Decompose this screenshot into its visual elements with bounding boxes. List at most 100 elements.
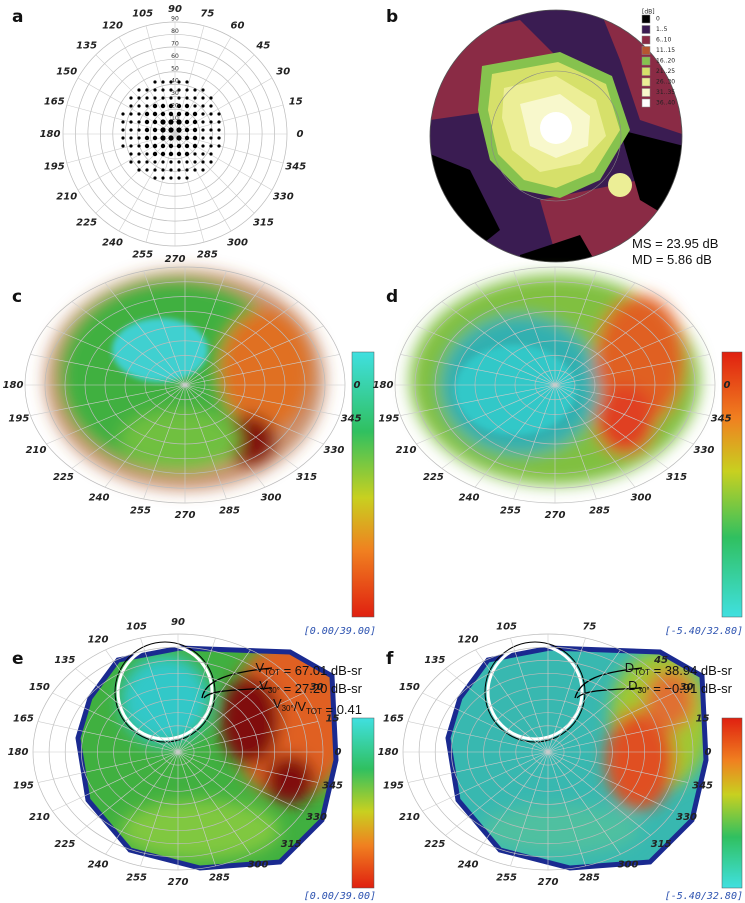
angle-label: 270 [168, 877, 189, 888]
angle-label: 330 [676, 812, 697, 823]
annotation-sub: TOT [306, 707, 322, 716]
angle-label: 195 [13, 781, 34, 792]
grid-spoke [140, 637, 179, 753]
angle-label: 90 [168, 4, 182, 15]
grid-spoke [46, 384, 186, 445]
angle-label: 225 [54, 839, 75, 850]
angle-label: 315 [666, 472, 687, 483]
angle-label: 210 [396, 445, 417, 456]
stimulus-dot [201, 104, 205, 108]
arrow [201, 667, 273, 699]
grid-spoke [177, 721, 319, 753]
range-label: [0.00/39.00] [304, 626, 376, 637]
stimulus-dot [153, 80, 157, 84]
stimulus-dot [185, 160, 189, 164]
annotation-text: V [273, 696, 282, 711]
angle-label: 120 [88, 634, 109, 645]
legend-swatch [641, 98, 651, 108]
legend-label: 0 [656, 16, 660, 23]
angle-label: 255 [132, 250, 153, 261]
angle-label: 330 [694, 445, 715, 456]
stimulus-dot [209, 104, 213, 108]
stimulus-dot [217, 112, 221, 116]
legend-swatch [641, 56, 651, 66]
stimulus-dot [137, 104, 141, 108]
stimulus-dot [192, 127, 198, 133]
stimulus-dot [160, 135, 166, 141]
angle-label: 195 [44, 161, 65, 172]
range-label: [-5.40/32.80] [665, 891, 743, 902]
stimulus-dot [192, 119, 198, 125]
hull [445, 645, 709, 871]
stimulus-dot [160, 151, 166, 157]
angle-label: 345 [322, 781, 343, 792]
stimulus-dot [129, 144, 133, 148]
stimulus-dot [168, 119, 174, 125]
angle-label: 315 [651, 839, 672, 850]
angle-label: 255 [126, 873, 147, 884]
annotation: DTOT = 38.94 dB-sr [625, 660, 733, 678]
stimulus-dot [137, 136, 141, 140]
stimulus-dot [209, 112, 213, 116]
stimulus-dot [209, 144, 213, 148]
stimulus-dot [137, 168, 141, 172]
grid-spoke [554, 384, 694, 445]
stimulus-dot [201, 152, 205, 156]
grid-spoke [422, 751, 549, 812]
stimulus-dot [121, 144, 125, 148]
grid-spoke [77, 77, 176, 135]
angle-label: 15 [289, 97, 303, 108]
angle-label: 180 [3, 380, 24, 391]
angle-label: 330 [324, 445, 345, 456]
stimulus-dot [121, 112, 125, 116]
stimulus-dot [184, 119, 190, 125]
stimulus-dot [168, 135, 174, 141]
grid-spoke [422, 692, 549, 753]
grid-spoke [145, 133, 176, 243]
angle-label: 210 [26, 445, 47, 456]
grid-spoke [46, 325, 186, 386]
stimulus-dot [217, 120, 221, 124]
stimulus-dot [192, 111, 198, 117]
annotation-sub: 30° [282, 704, 294, 713]
angle-label: 105 [496, 621, 517, 632]
grid-spoke [177, 751, 319, 783]
stimulus-dot [185, 96, 189, 100]
stimulus-dot [145, 96, 149, 100]
stimulus-dot [185, 88, 189, 92]
colorbar [721, 351, 743, 618]
stimulus-dot [144, 143, 150, 149]
annotation: V30°/VTOT = 0.41 [273, 696, 362, 717]
angle-label: 45 [255, 41, 270, 52]
stimulus-dot [153, 176, 157, 180]
angle-label: 285 [209, 873, 230, 884]
grid-spoke [174, 104, 284, 135]
stimulus-dot [137, 120, 141, 124]
heatmap-border [429, 9, 683, 263]
grid-spoke [400, 384, 556, 416]
stimulus-dot [201, 112, 205, 116]
angle-label: 240 [89, 493, 110, 504]
legend-label: 6..10 [656, 37, 671, 44]
stimulus-dot [184, 151, 190, 157]
stimulus-dot [209, 120, 213, 124]
grid-spoke [174, 25, 205, 135]
stimulus-dot [161, 168, 165, 172]
angle-label: 285 [219, 506, 240, 517]
angle-label: 345 [285, 161, 306, 172]
stimulus-dot [129, 128, 133, 132]
stimulus-dot [137, 96, 141, 100]
legend-swatch [641, 88, 651, 97]
stimulus-dot [201, 144, 205, 148]
angle-label: 120 [458, 634, 479, 645]
stimulus-dot [169, 88, 173, 92]
grid-spoke [184, 325, 324, 386]
panel-label: c [12, 287, 22, 307]
angle-label: 285 [589, 506, 610, 517]
grid-spoke [118, 36, 176, 135]
grid-spoke [547, 751, 621, 855]
arrow [576, 687, 643, 699]
legend-label: 11..15 [656, 47, 675, 54]
radius-label: 60 [171, 53, 179, 60]
stimulus-dot [144, 111, 150, 117]
